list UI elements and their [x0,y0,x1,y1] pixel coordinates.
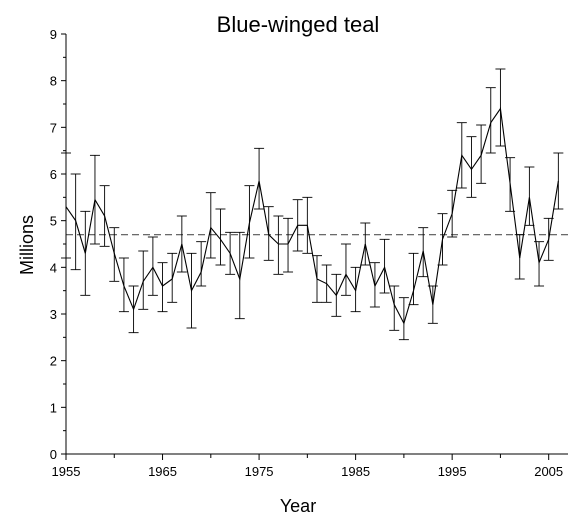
y-tick-label: 1 [50,400,57,415]
x-tick-label: 1975 [245,464,274,479]
y-tick-label: 4 [50,260,57,275]
chart-title: Blue-winged teal [217,12,380,37]
x-tick-label: 1995 [438,464,467,479]
y-tick-label: 2 [50,354,57,369]
y-tick-label: 3 [50,307,57,322]
y-tick-label: 8 [50,74,57,89]
y-tick-label: 9 [50,27,57,42]
x-axis-label: Year [280,496,316,516]
y-tick-label: 5 [50,214,57,229]
x-tick-label: 1965 [148,464,177,479]
x-tick-label: 2005 [534,464,563,479]
y-tick-label: 0 [50,447,57,462]
plot-area: 0 1 2 3 4 5 6 7 8 9 1955 1965 1975 1985 1995 2005 [50,27,568,479]
x-tick-label: 1955 [52,464,81,479]
x-tick-label: 1985 [341,464,370,479]
y-tick-label: 6 [50,167,57,182]
y-axis-label: Millions [17,215,37,275]
series-line [65,107,559,325]
y-tick-label: 7 [50,120,57,135]
